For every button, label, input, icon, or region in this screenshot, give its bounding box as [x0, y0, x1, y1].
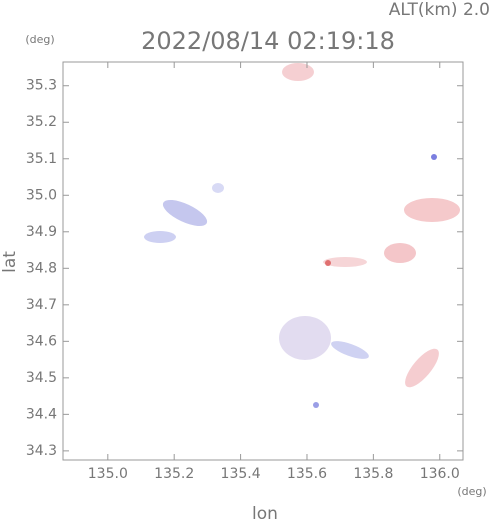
y-tick-label: 34.3 [26, 443, 57, 459]
y-tick-label: 34.5 [26, 370, 57, 386]
x-unit: (deg) [457, 485, 486, 498]
y-tick-label: 34.6 [26, 333, 57, 349]
chart-title: 2022/08/14 02:19:18 [141, 27, 395, 55]
x-tick-label: 135.2 [154, 466, 194, 482]
echo [212, 183, 224, 193]
y-axis-label: lat [0, 251, 20, 273]
y-unit: (deg) [25, 33, 54, 46]
y-tick-label: 34.8 [26, 260, 57, 276]
x-tick-label: 135.6 [287, 466, 327, 482]
echo [384, 243, 416, 263]
y-tick-label: 34.4 [26, 406, 57, 422]
echo [325, 260, 331, 266]
echo [313, 402, 319, 408]
y-tick-label: 35.1 [26, 151, 57, 167]
x-axis-label: lon [252, 504, 278, 521]
echo [162, 199, 208, 227]
x-tick-label: 135.0 [88, 466, 128, 482]
echo [282, 63, 314, 81]
y-tick-label: 35.3 [26, 78, 57, 94]
echo-regions [144, 63, 460, 408]
echo [144, 231, 176, 243]
echo [323, 257, 367, 267]
plot-frame [62, 61, 464, 461]
echo [331, 341, 369, 359]
altitude-label: ALT(km) 2.0 [389, 0, 490, 20]
x-tick-label: 135.4 [221, 466, 261, 482]
y-tick-label: 34.9 [26, 224, 57, 240]
y-tick-label: 35.2 [26, 114, 57, 130]
x-tick-label: 135.8 [353, 466, 393, 482]
echo [405, 348, 439, 388]
y-tick-label: 35.0 [26, 187, 57, 203]
x-tick-label: 136.0 [420, 466, 460, 482]
echo [404, 198, 460, 222]
echo [431, 154, 437, 160]
y-tick-label: 34.7 [26, 297, 57, 313]
echo [279, 316, 331, 360]
